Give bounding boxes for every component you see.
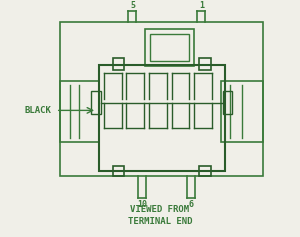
Text: 10: 10 xyxy=(137,200,147,209)
Bar xyxy=(60,22,263,176)
Text: 1: 1 xyxy=(200,1,205,10)
Bar xyxy=(113,166,124,176)
Text: 5: 5 xyxy=(131,1,136,10)
Bar xyxy=(150,34,189,61)
Bar xyxy=(145,29,194,66)
Bar xyxy=(91,91,101,114)
Bar xyxy=(99,65,225,171)
Text: BLACK: BLACK xyxy=(25,106,52,115)
Bar xyxy=(199,58,211,70)
Text: 6: 6 xyxy=(189,200,194,209)
Bar xyxy=(113,58,124,70)
Bar xyxy=(199,166,211,176)
Text: VIEWED FROM
TERMINAL END: VIEWED FROM TERMINAL END xyxy=(128,205,192,226)
Bar xyxy=(223,91,232,114)
Bar xyxy=(60,81,99,142)
Bar xyxy=(221,81,263,142)
